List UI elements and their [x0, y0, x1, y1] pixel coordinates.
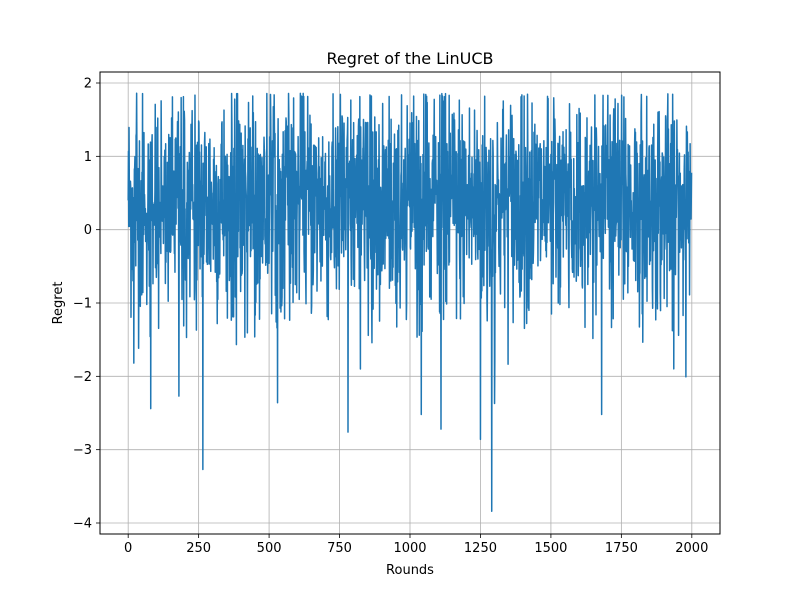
x-axis-ticks: 0 250 500 750 1000 1250 1500 1750 2000: [124, 534, 708, 556]
x-tick-label: 1250: [464, 541, 497, 556]
x-tick-label: 250: [186, 541, 211, 556]
x-tick-label: 1500: [534, 541, 567, 556]
data-series: [127, 92, 693, 513]
y-tick-label: −4: [73, 517, 92, 532]
x-tick-label: 500: [257, 541, 282, 556]
y-tick-label: −3: [73, 443, 92, 458]
x-axis-label: Rounds: [386, 563, 434, 578]
y-tick-label: 1: [84, 150, 92, 165]
y-tick-label: 0: [84, 223, 92, 238]
y-tick-label: −1: [73, 297, 92, 312]
x-tick-label: 2000: [675, 541, 708, 556]
x-tick-label: 1750: [605, 541, 638, 556]
y-tick-label: 2: [84, 77, 92, 92]
x-tick-label: 750: [327, 541, 352, 556]
chart-title: Regret of the LinUCB: [326, 49, 493, 68]
x-tick-label: 1000: [393, 541, 426, 556]
x-tick-label: 0: [124, 541, 132, 556]
y-axis-ticks: −4 −3 −2 −1 0 1 2: [73, 77, 100, 532]
y-axis-label: Regret: [51, 282, 66, 325]
regret-series-line: [127, 92, 693, 513]
y-tick-label: −2: [73, 370, 92, 385]
